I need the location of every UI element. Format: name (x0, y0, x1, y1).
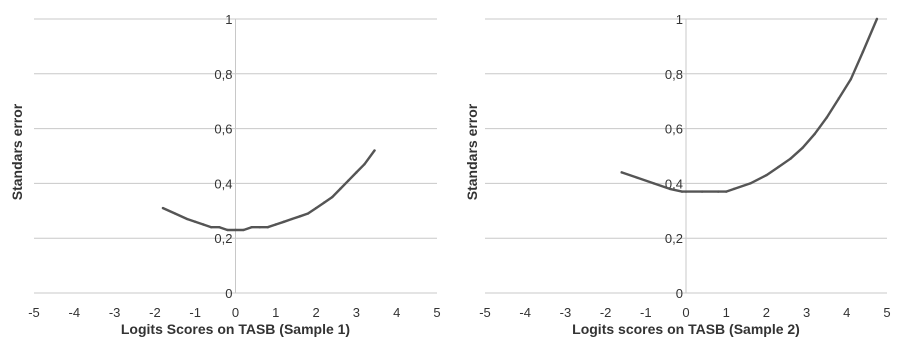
data-point (837, 97, 840, 100)
x-tick-label: 5 (433, 305, 440, 320)
series-line-sample-1 (161, 149, 376, 232)
x-axis-title: Logits scores on TASB (Sample 2) (572, 321, 800, 337)
data-point (185, 217, 189, 221)
x-tick-label: -1 (640, 305, 652, 320)
data-point (801, 146, 804, 149)
y-tick-label: 0 (225, 286, 232, 301)
chart-panel-sample-2: 0 0,2 0,4 0,6 0,8 1 -5 -4 -3 -2 -1 0 1 2 3 4 5 Logits sco… (455, 0, 900, 341)
data-point (250, 226, 253, 229)
data-point (173, 212, 177, 215)
data-point (813, 132, 816, 136)
x-tick-label: 4 (843, 305, 850, 320)
data-point (777, 165, 780, 169)
x-tick-label: -5 (28, 305, 40, 320)
y-tick-label: 1 (676, 12, 683, 27)
data-point (825, 116, 828, 119)
data-point (355, 171, 358, 174)
x-tick-label: 1 (272, 305, 279, 320)
y-tick-label: 0,6 (665, 122, 683, 137)
y-tick-label: 0,2 (214, 231, 232, 246)
data-point (306, 212, 310, 215)
data-point (789, 157, 792, 160)
data-point (765, 173, 768, 177)
x-axis-title: Logits Scores on TASB (Sample 1) (121, 321, 350, 337)
chart-svg-sample-1: 0 0,2 0,4 0,6 0,8 1 -5 -4 -3 -2 -1 0 1 2 3 4 5 Logits Sco… (9, 12, 441, 337)
y-tick-label: 0,2 (665, 231, 683, 246)
data-point (298, 215, 302, 218)
data-point (684, 190, 688, 193)
data-point (875, 17, 879, 21)
data-point (266, 226, 269, 229)
data-point (242, 228, 245, 232)
y-tick-label: 1 (225, 12, 232, 27)
data-point (700, 190, 704, 193)
x-tick-label: -2 (600, 305, 612, 320)
data-point (282, 220, 286, 223)
x-tick-label: 2 (763, 305, 770, 320)
y-tick-label: 0,4 (214, 176, 232, 191)
x-tick-label: -5 (479, 305, 491, 320)
chart-panel-sample-1: 0 0,2 0,4 0,6 0,8 1 -5 -4 -3 -2 -1 0 1 2 3 4 5 Logits Sco… (9, 12, 441, 337)
x-tick-label: -3 (109, 305, 121, 320)
series-line-sample-2 (620, 17, 879, 193)
y-tick-label: 0,8 (214, 67, 232, 82)
x-tick-label: -4 (519, 305, 531, 320)
x-tick-label: 4 (393, 305, 400, 320)
data-point (226, 228, 229, 232)
x-tick-label: -2 (149, 305, 161, 320)
x-tick-label: -4 (69, 305, 81, 320)
x-tick-label: 0 (682, 305, 689, 320)
data-point (274, 223, 277, 226)
data-point (636, 176, 639, 180)
data-point (347, 179, 350, 182)
data-point (161, 206, 165, 210)
data-point (234, 228, 237, 232)
y-tick-label: 0 (676, 286, 683, 301)
data-point (716, 190, 720, 193)
data-point (210, 226, 213, 229)
x-tick-label: 5 (883, 305, 890, 320)
data-point (620, 171, 623, 174)
data-point (194, 220, 197, 223)
data-point (202, 223, 205, 226)
data-point (749, 182, 752, 185)
data-point (339, 187, 342, 191)
y-tick-label: 0,8 (665, 67, 683, 82)
data-point (363, 163, 366, 166)
x-tick-label: 3 (353, 305, 360, 320)
data-point (331, 195, 334, 199)
data-point (314, 206, 318, 210)
x-tick-label: 1 (723, 305, 730, 320)
data-point (733, 187, 736, 191)
data-point (668, 187, 672, 191)
data-point (218, 226, 221, 229)
data-point (322, 201, 326, 204)
data-point (290, 217, 294, 221)
data-point (680, 190, 684, 193)
data-point (861, 50, 865, 54)
data-point (725, 190, 728, 193)
y-tick-label: 0,6 (214, 122, 232, 137)
data-point (258, 226, 261, 229)
y-axis-title: Standars error (9, 103, 25, 200)
x-tick-label: 0 (232, 305, 239, 320)
data-point (652, 182, 656, 185)
y-axis-title: Standars error (464, 103, 480, 200)
data-point (373, 149, 376, 152)
x-tick-label: -1 (189, 305, 201, 320)
x-tick-label: -3 (560, 305, 572, 320)
x-tick-label: 3 (803, 305, 810, 320)
data-point (849, 78, 853, 81)
x-tick-label: 2 (312, 305, 319, 320)
